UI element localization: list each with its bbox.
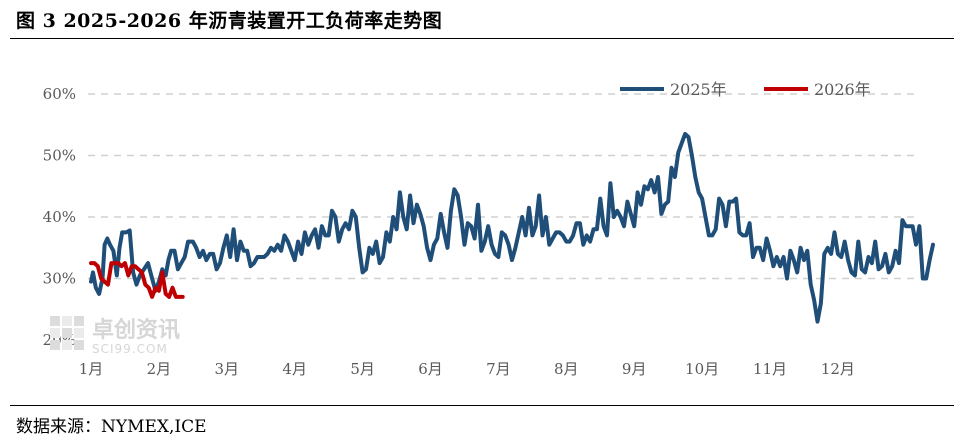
x-tick-label: 12月 — [821, 360, 855, 378]
x-tick-label: 5月 — [350, 360, 375, 378]
x-tick-label: 11月 — [753, 360, 787, 378]
bottom-rule — [10, 405, 954, 406]
legend-label-2026: 2026年 — [814, 80, 871, 99]
series-line-2025 — [89, 132, 935, 324]
source-note: 数据来源：NYMEX,ICE — [16, 417, 207, 437]
watermark-sub: SCI99.COM — [92, 342, 168, 356]
x-tick-label: 3月 — [215, 360, 240, 378]
line-chart: 20%30%40%50%60% 1月2月3月4月5月6月7月8月9月10月11月… — [43, 80, 935, 378]
watermark-logo: 卓创资讯 SCI99.COM — [50, 316, 180, 356]
x-tick-label: 9月 — [622, 360, 647, 378]
watermark-name: 卓创资讯 — [92, 318, 180, 343]
legend: 2025年 2026年 — [620, 80, 871, 99]
y-tick-label: 40% — [43, 208, 76, 226]
x-tick-label: 8月 — [554, 360, 579, 378]
y-tick-label: 30% — [43, 270, 76, 288]
top-rule — [10, 38, 954, 39]
watermark-grid-icon — [50, 316, 84, 350]
legend-label-2025: 2025年 — [670, 80, 727, 99]
x-axis-ticks: 1月 2月 3月 4月 5月 6月 7月 8月 9月 10月 11月 12月 — [79, 360, 855, 378]
series-lines — [89, 132, 935, 324]
x-tick-label: 1月 — [79, 360, 104, 378]
series-line-2026 — [89, 261, 185, 299]
y-axis-ticks: 20%30%40%50%60% — [43, 85, 76, 349]
y-tick-label: 50% — [43, 147, 76, 165]
x-tick-label: 4月 — [282, 360, 307, 378]
x-tick-label: 2月 — [147, 360, 172, 378]
x-tick-label: 10月 — [685, 360, 719, 378]
x-tick-label: 7月 — [486, 360, 511, 378]
x-tick-label: 6月 — [418, 360, 443, 378]
y-tick-label: 60% — [43, 85, 76, 103]
chart-title: 图 3 2025-2026 年沥青装置开工负荷率走势图 — [16, 10, 443, 32]
